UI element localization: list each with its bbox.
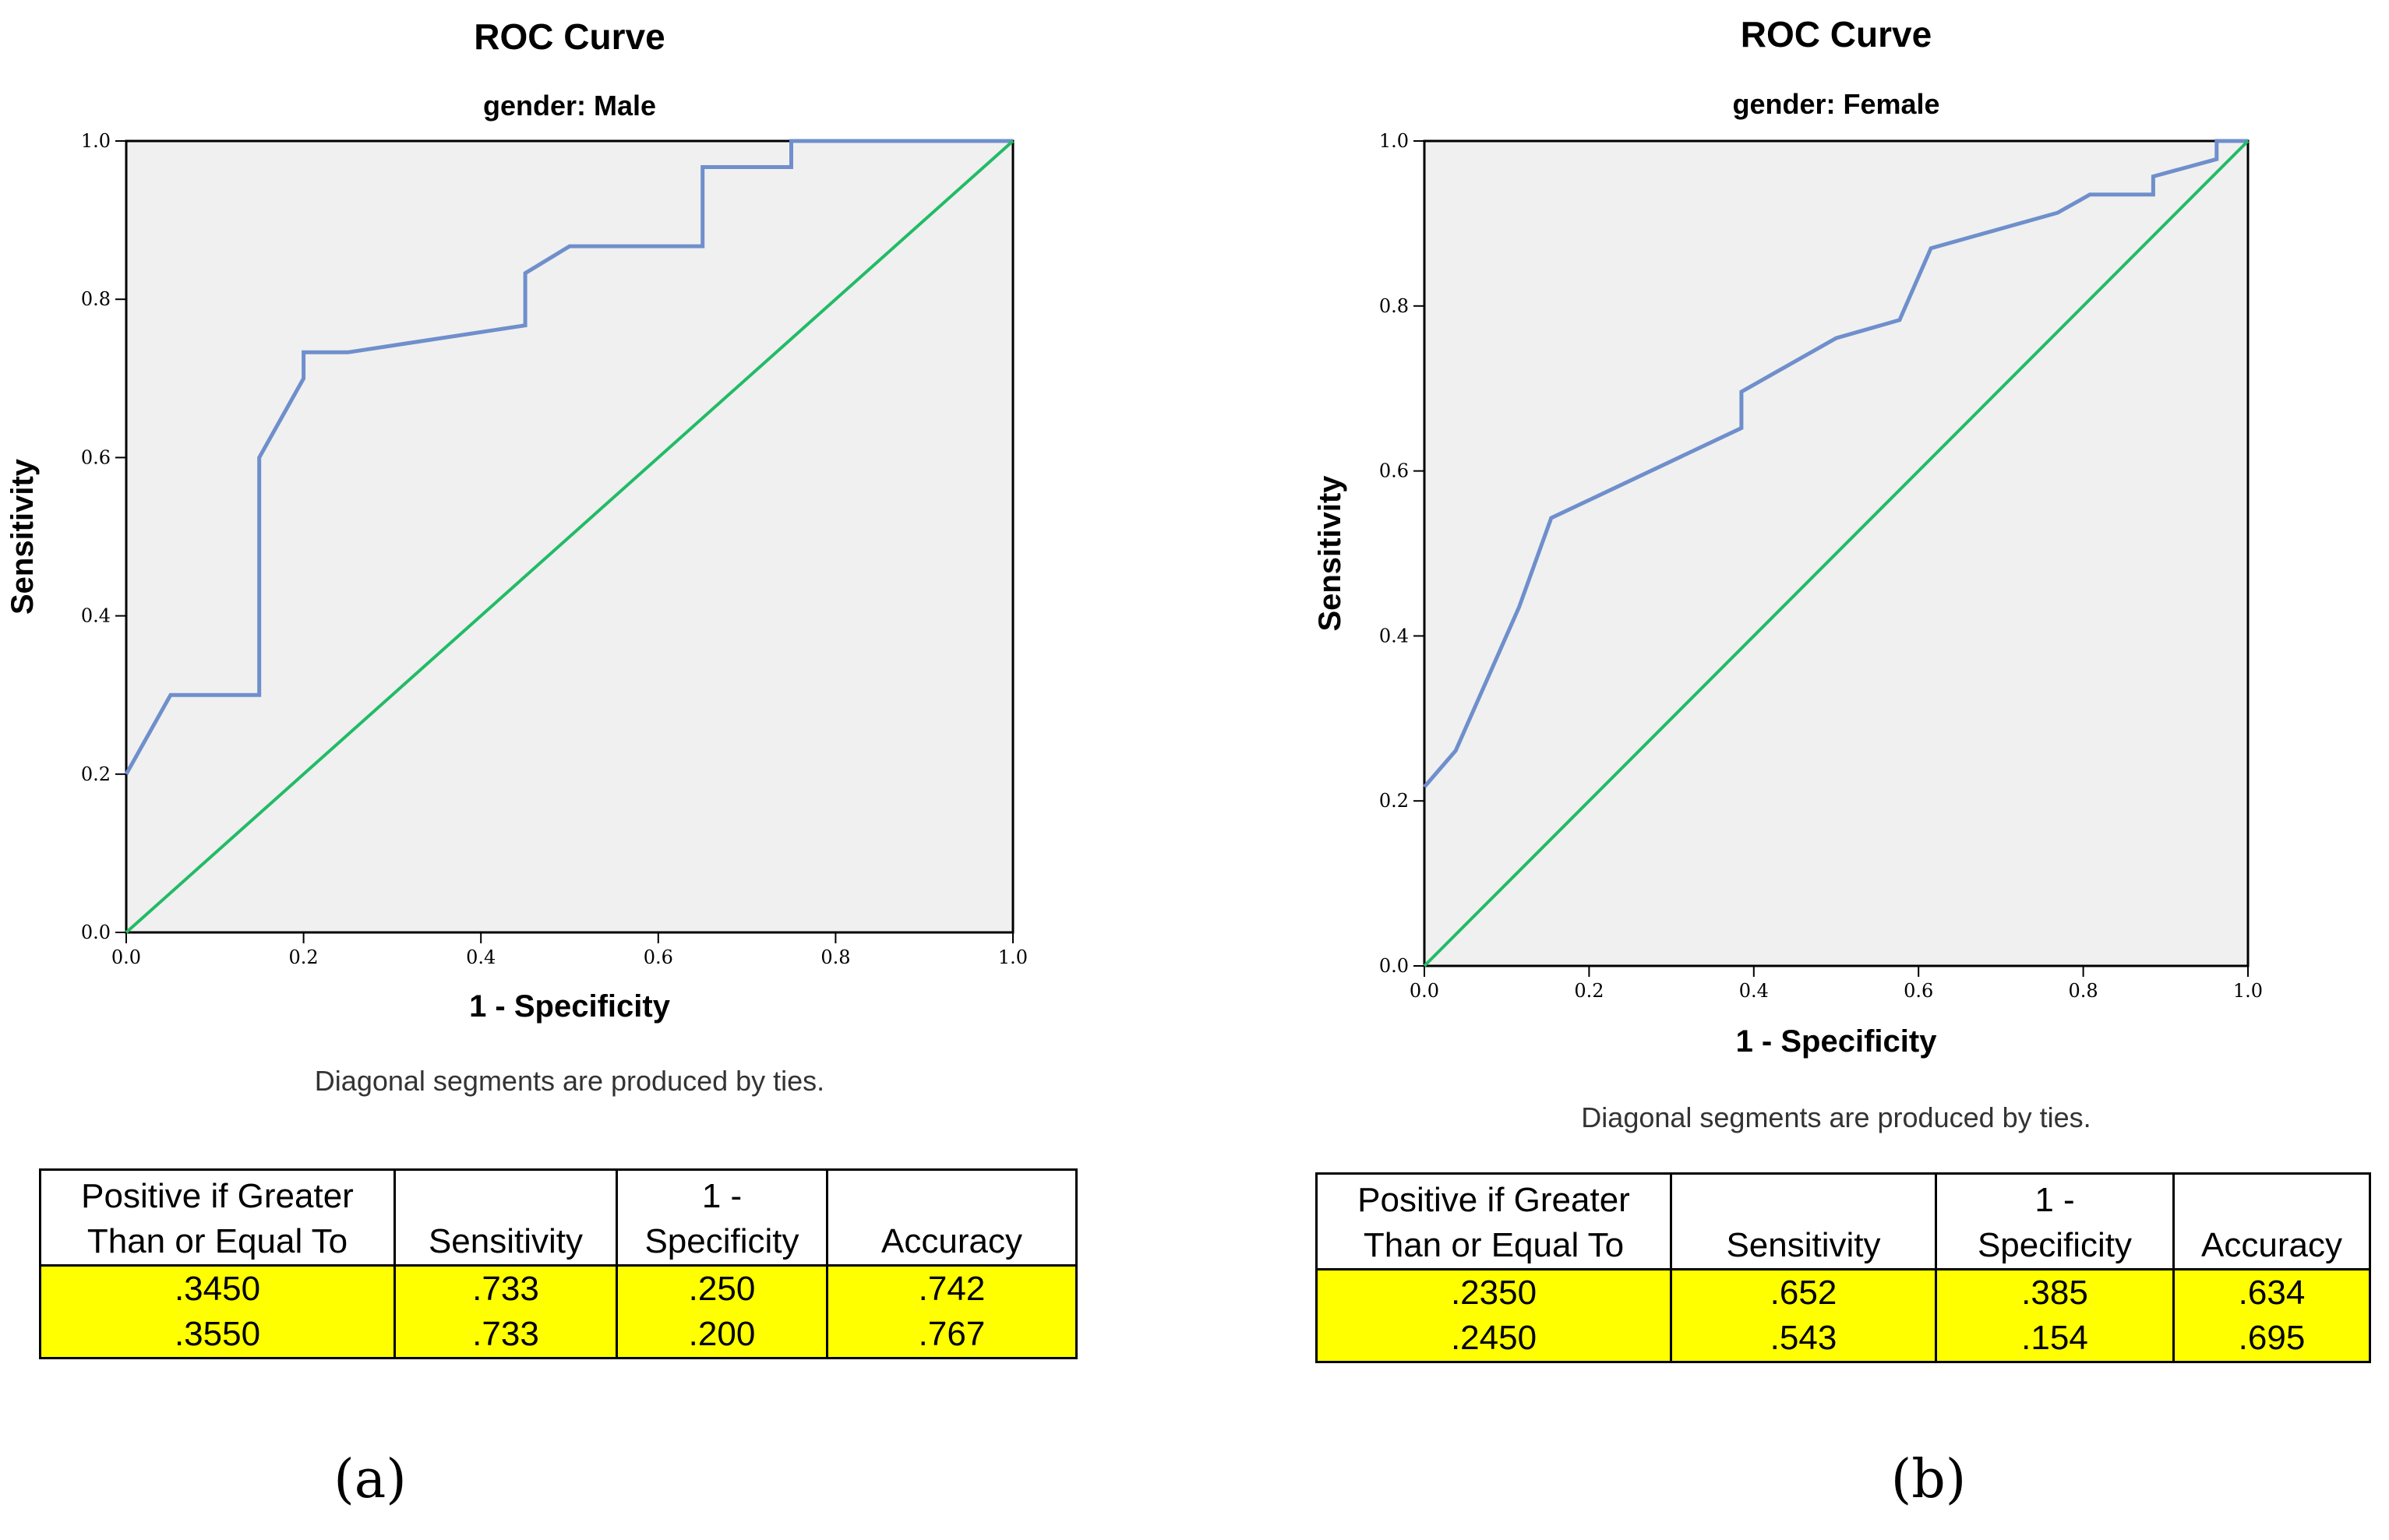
header-1-minus-specificity-line-1: 1 - xyxy=(2034,1181,2075,1219)
x-tick-label: 0.0 xyxy=(1410,980,1439,1002)
x-tick-label: 1.0 xyxy=(998,946,1028,968)
y-tick-label: 0.8 xyxy=(81,288,111,310)
y-tick-label: 1.0 xyxy=(1379,130,1409,152)
x-axis-label: 1 - Specificity xyxy=(469,989,671,1024)
table-cell: .2350 xyxy=(1315,1268,1672,1316)
header-accuracy-line-1 xyxy=(2175,1178,2369,1223)
x-tick-label: 0.0 xyxy=(111,946,141,968)
chart-subtitle: gender: Female xyxy=(1732,88,1939,120)
header-threshold-line-2: Than or Equal To xyxy=(1363,1226,1625,1264)
y-axis-label: Sensitivity xyxy=(5,458,40,615)
chart-title: ROC Curve xyxy=(474,16,665,57)
x-tick-label: 0.6 xyxy=(644,946,673,968)
y-axis-label: Sensitivity xyxy=(1313,475,1347,632)
chart-subtitle: gender: Male xyxy=(483,90,656,122)
header-1-minus-specificity-line-1: 1 - xyxy=(701,1177,743,1215)
y-tick-label: 0.0 xyxy=(81,922,111,943)
header-accuracy: Accuracy xyxy=(826,1168,1078,1266)
header-sensitivity-line-2: Sensitivity xyxy=(428,1222,584,1260)
table-header-row: Positive if Greater Than or Equal To Sens… xyxy=(39,1168,1078,1266)
header-accuracy-line-1 xyxy=(828,1174,1075,1219)
header-sensitivity: Sensitivity xyxy=(393,1168,618,1266)
table-cell: .733 xyxy=(393,1264,618,1312)
header-accuracy: Accuracy xyxy=(2172,1172,2371,1270)
panel-label-a: (a) xyxy=(333,1449,407,1510)
table-cell: .767 xyxy=(826,1312,1078,1359)
table-row: .2350.652.385.634 xyxy=(1315,1268,2371,1316)
chart-title: ROC Curve xyxy=(1741,14,1932,55)
x-axis-label: 1 - Specificity xyxy=(1736,1024,1938,1059)
roc-curve-line xyxy=(1423,139,2248,788)
header-1-minus-specificity: 1 - Specificity xyxy=(1935,1172,2175,1270)
y-tick-label: 0.4 xyxy=(1379,625,1409,647)
chart-footnote: Diagonal segments are produced by ties. xyxy=(315,1065,824,1097)
header-1-minus-specificity: 1 - Specificity xyxy=(616,1168,828,1266)
y-tick-label: 0.4 xyxy=(81,605,111,627)
y-tick-label: 0.0 xyxy=(1379,955,1409,977)
table-cell: .154 xyxy=(1935,1316,2175,1363)
header-threshold: Positive if Greater Than or Equal To xyxy=(1315,1172,1672,1270)
chart-footnote: Diagonal segments are produced by ties. xyxy=(1581,1101,2091,1133)
reference-diagonal-line xyxy=(1423,139,2250,967)
table-cell: .634 xyxy=(2172,1268,2371,1316)
reference-diagonal-line xyxy=(125,139,1015,934)
table-cell: .652 xyxy=(1670,1268,1937,1316)
header-threshold-line-1: Positive if Greater xyxy=(1357,1181,1630,1219)
table-cell: .742 xyxy=(826,1264,1078,1312)
x-tick-label: 0.6 xyxy=(1904,980,1933,1002)
y-tick-label: 0.2 xyxy=(1379,790,1409,812)
table-cell: .543 xyxy=(1670,1316,1937,1363)
table-cell: .3450 xyxy=(39,1264,396,1312)
header-accuracy-line-2: Accuracy xyxy=(2201,1226,2342,1264)
table-cell: .200 xyxy=(616,1312,828,1359)
x-tick-label: 0.4 xyxy=(1739,980,1769,1002)
header-sensitivity-line-1 xyxy=(396,1174,616,1219)
header-threshold-line-1: Positive if Greater xyxy=(81,1177,354,1215)
table-cell: .250 xyxy=(616,1264,828,1312)
table-row: .2450.543.154.695 xyxy=(1315,1316,2371,1363)
roc-chart-0: ROC Curve gender: Male 0.0 0.2 0.4 0.6 0.8 1.0 0… xyxy=(5,16,1028,1097)
x-tick-label: 1.0 xyxy=(2233,980,2263,1002)
panel-label-b: (b) xyxy=(1890,1449,1967,1510)
header-1-minus-specificity-line-2: Specificity xyxy=(644,1222,799,1260)
x-tick-label: 0.4 xyxy=(466,946,496,968)
y-tick-label: 0.6 xyxy=(81,446,111,468)
header-accuracy-line-2: Accuracy xyxy=(881,1222,1022,1260)
x-tick-label: 0.8 xyxy=(2069,980,2098,1002)
header-1-minus-specificity-line-2: Specificity xyxy=(1977,1226,2133,1264)
roc-curve-line xyxy=(124,139,1013,776)
table-cell: .2450 xyxy=(1315,1316,1672,1363)
roc-chart-1: ROC Curve gender: Female 0.0 0.2 0.4 0.6 0.8 1.… xyxy=(1313,14,2263,1133)
table-cell: .695 xyxy=(2172,1316,2371,1363)
header-sensitivity-line-2: Sensitivity xyxy=(1726,1226,1881,1264)
threshold-table-female: Positive if Greater Than or Equal To Sens… xyxy=(1315,1172,2371,1363)
y-tick-label: 1.0 xyxy=(81,130,111,152)
y-tick-label: 0.6 xyxy=(1379,460,1409,482)
table-cell: .733 xyxy=(393,1312,618,1359)
y-tick-label: 0.2 xyxy=(81,763,111,785)
table-row: .3550.733.200.767 xyxy=(39,1312,1078,1359)
header-sensitivity: Sensitivity xyxy=(1670,1172,1937,1270)
y-tick-label: 0.8 xyxy=(1379,295,1409,317)
table-header-row: Positive if Greater Than or Equal To Sens… xyxy=(1315,1172,2371,1270)
header-threshold-line-2: Than or Equal To xyxy=(86,1222,348,1260)
header-sensitivity-line-1 xyxy=(1672,1178,1935,1223)
x-tick-label: 0.8 xyxy=(820,946,850,968)
x-tick-label: 0.2 xyxy=(289,946,319,968)
table-cell: .385 xyxy=(1935,1268,2175,1316)
table-cell: .3550 xyxy=(39,1312,396,1359)
header-threshold: Positive if Greater Than or Equal To xyxy=(39,1168,396,1266)
x-tick-label: 0.2 xyxy=(1574,980,1604,1002)
table-row: .3450.733.250.742 xyxy=(39,1264,1078,1312)
threshold-table-male: Positive if Greater Than or Equal To Sens… xyxy=(39,1168,1078,1359)
